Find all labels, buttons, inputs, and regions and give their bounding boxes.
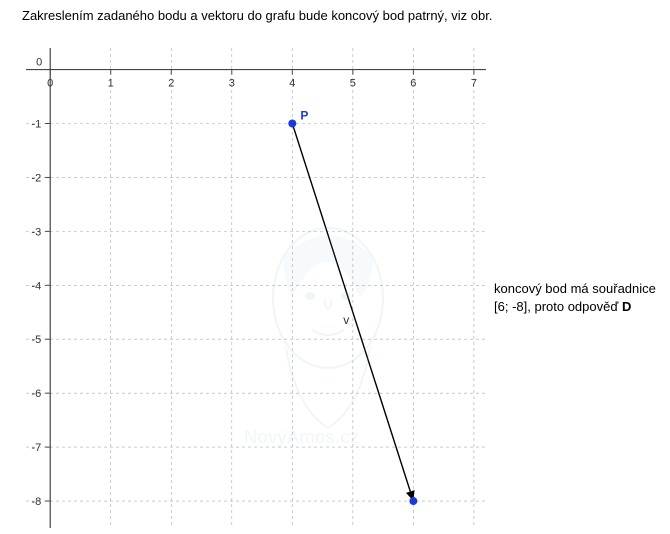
chart-container: 012345670-1-2-3-4-5-6-7-8vP NovýAmos.cz <box>26 48 486 531</box>
svg-text:5: 5 <box>350 78 356 90</box>
annotation-line1: koncový bod má souřadnice <box>494 281 656 296</box>
svg-text:v: v <box>343 313 349 327</box>
svg-text:-3: -3 <box>31 226 41 238</box>
svg-text:2: 2 <box>168 78 174 90</box>
svg-text:0: 0 <box>47 78 53 90</box>
svg-text:4: 4 <box>289 78 295 90</box>
annotation-line2: [6; -8], proto odpověď <box>494 299 622 314</box>
svg-text:P: P <box>300 109 308 123</box>
svg-text:1: 1 <box>108 78 114 90</box>
svg-text:3: 3 <box>229 78 235 90</box>
svg-text:-4: -4 <box>31 280 41 292</box>
page-title: Zakreslením zadaného bodu a vektoru do g… <box>22 8 492 23</box>
svg-text:-7: -7 <box>31 442 41 454</box>
svg-text:6: 6 <box>410 78 416 90</box>
svg-text:-1: -1 <box>31 119 41 131</box>
svg-text:-6: -6 <box>31 388 41 400</box>
answer-annotation: koncový bod má souřadnice [6; -8], proto… <box>494 280 656 315</box>
svg-text:-8: -8 <box>31 496 41 508</box>
svg-text:-2: -2 <box>31 172 41 184</box>
svg-text:7: 7 <box>471 78 477 90</box>
svg-text:0: 0 <box>36 57 42 69</box>
vector-chart: 0 1 2 3 4 5 6 7 0 -1 -2 -3 -4 -5 -6 -7 -8 v P <box>26 48 486 528</box>
annotation-answer-letter: D <box>622 299 631 314</box>
svg-text:-5: -5 <box>31 334 41 346</box>
